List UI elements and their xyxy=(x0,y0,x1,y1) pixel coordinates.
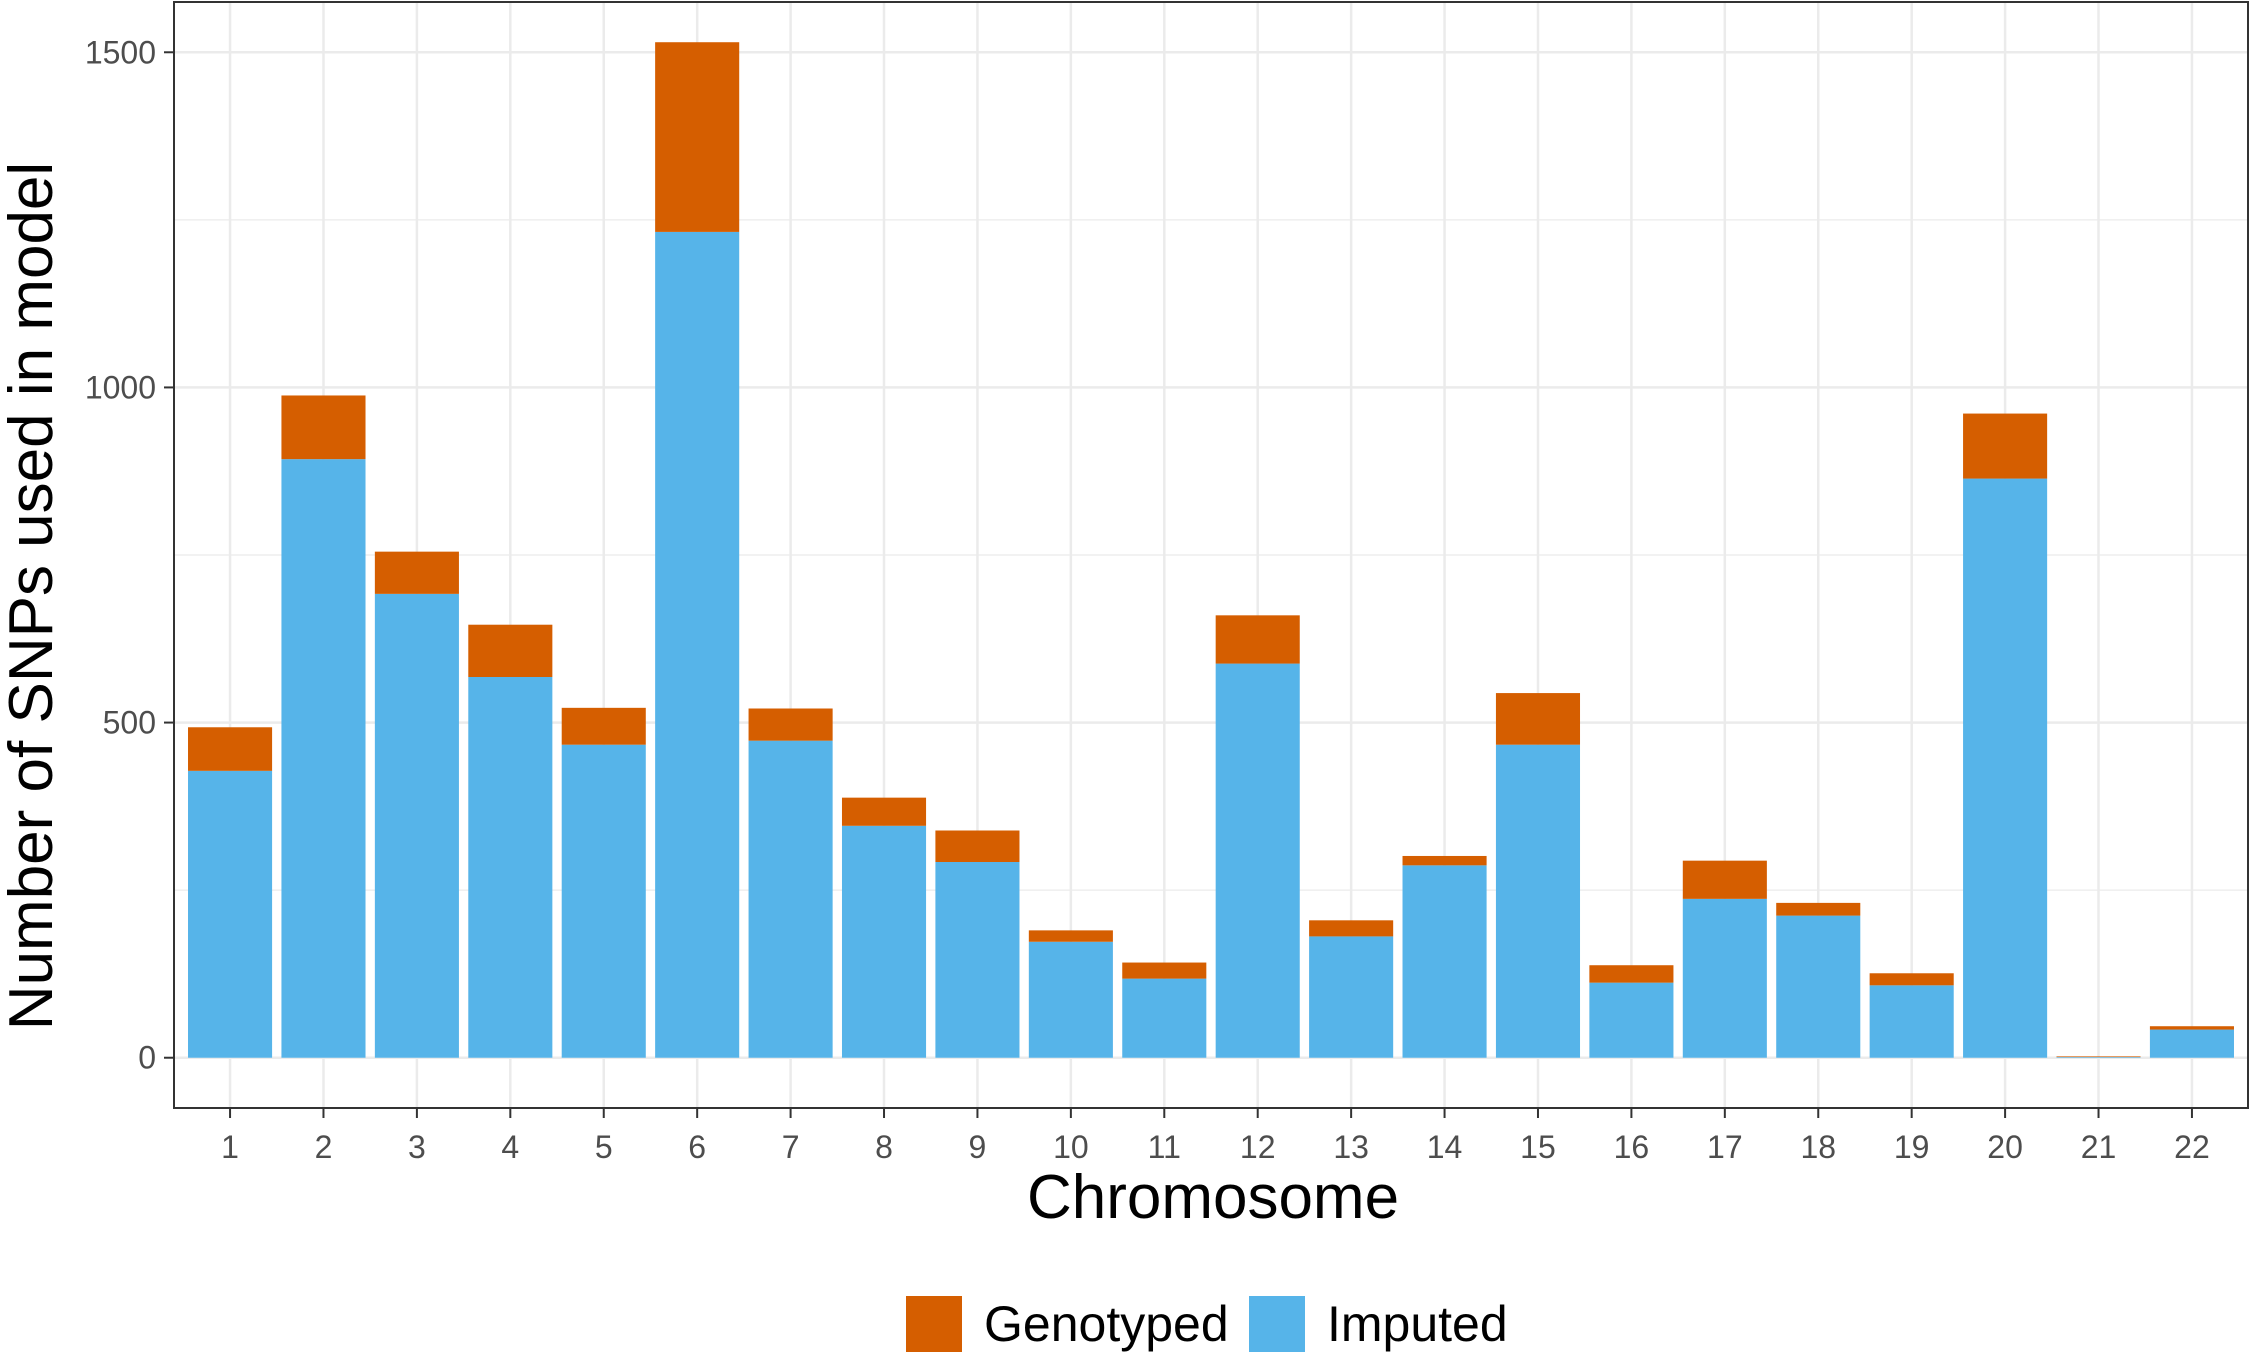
bar-imputed-chr-10 xyxy=(1028,941,1113,1058)
x-tick-label: 3 xyxy=(408,1129,426,1165)
x-tick-label: 22 xyxy=(2174,1129,2210,1165)
x-tick-label: 1 xyxy=(221,1129,239,1165)
bar-imputed-chr-21 xyxy=(2056,1057,2141,1058)
bar-genotyped-chr-20 xyxy=(1963,413,2048,479)
bar-genotyped-chr-13 xyxy=(1309,920,1394,937)
bar-imputed-chr-19 xyxy=(1869,985,1954,1058)
x-tick-label: 5 xyxy=(595,1129,613,1165)
bar-imputed-chr-16 xyxy=(1589,982,1674,1058)
x-tick-label: 20 xyxy=(1987,1129,2023,1165)
bar-genotyped-chr-1 xyxy=(188,727,273,771)
x-tick-label: 4 xyxy=(501,1129,519,1165)
bar-genotyped-chr-22 xyxy=(2149,1026,2234,1030)
bars xyxy=(188,42,2234,1058)
bar-imputed-chr-1 xyxy=(188,770,273,1058)
bar-imputed-chr-14 xyxy=(1402,865,1487,1058)
panel-border xyxy=(173,1,2249,1109)
bar-imputed-chr-6 xyxy=(655,231,740,1058)
bar-imputed-chr-3 xyxy=(374,593,459,1058)
bar-genotyped-chr-7 xyxy=(748,708,833,741)
y-axis: 0 500 1000 1500 xyxy=(85,34,174,1076)
bar-imputed-chr-13 xyxy=(1309,936,1394,1058)
bar-genotyped-chr-21 xyxy=(2056,1056,2141,1058)
bar-imputed-chr-8 xyxy=(841,825,927,1058)
bar-imputed-chr-11 xyxy=(1122,978,1207,1058)
bar-genotyped-chr-4 xyxy=(468,624,553,677)
bar-genotyped-chr-15 xyxy=(1495,693,1581,745)
bar-imputed-chr-2 xyxy=(281,459,366,1058)
bar-genotyped-chr-17 xyxy=(1682,860,1767,899)
bar-imputed-chr-15 xyxy=(1495,744,1581,1058)
legend-key-imputed xyxy=(1249,1296,1305,1352)
bar-imputed-chr-22 xyxy=(2149,1029,2234,1058)
bar-genotyped-chr-9 xyxy=(935,830,1020,862)
bar-imputed-chr-17 xyxy=(1682,898,1767,1058)
x-tick-label: 13 xyxy=(1333,1129,1369,1165)
x-tick-label: 14 xyxy=(1427,1129,1463,1165)
bar-genotyped-chr-11 xyxy=(1122,962,1207,979)
x-axis: 1 2 3 4 5 6 7 8 9 10 11 12 13 14 15 16 17 18 19 20 21 22 xyxy=(221,1108,2210,1165)
x-tick-label: 9 xyxy=(969,1129,987,1165)
legend-label-genotyped: Genotyped xyxy=(984,1296,1229,1352)
x-tick-label: 2 xyxy=(315,1129,333,1165)
legend: Genotyped Imputed xyxy=(906,1296,1508,1352)
legend-label-imputed: Imputed xyxy=(1327,1296,1508,1352)
x-tick-label: 10 xyxy=(1053,1129,1089,1165)
bar-genotyped-chr-18 xyxy=(1776,902,1861,916)
x-axis-title: Chromosome xyxy=(1027,1163,1399,1232)
bar-genotyped-chr-3 xyxy=(374,551,459,594)
bar-genotyped-chr-12 xyxy=(1215,615,1300,664)
bar-genotyped-chr-19 xyxy=(1869,973,1954,986)
bar-imputed-chr-5 xyxy=(561,744,646,1058)
bar-imputed-chr-18 xyxy=(1776,915,1861,1058)
x-tick-label: 11 xyxy=(1148,1129,1181,1165)
x-tick-label: 8 xyxy=(875,1129,893,1165)
x-tick-label: 19 xyxy=(1894,1129,1930,1165)
bar-imputed-chr-12 xyxy=(1215,663,1300,1058)
x-tick-label: 16 xyxy=(1614,1129,1650,1165)
x-tick-label: 7 xyxy=(782,1129,800,1165)
y-tick-label: 1000 xyxy=(85,369,156,405)
legend-key-genotyped xyxy=(906,1296,962,1352)
y-tick-label: 1500 xyxy=(85,34,156,70)
bar-genotyped-chr-6 xyxy=(655,42,740,232)
bar-imputed-chr-20 xyxy=(1963,478,2048,1058)
x-tick-label: 6 xyxy=(688,1129,706,1165)
bar-genotyped-chr-5 xyxy=(561,707,646,745)
bar-genotyped-chr-10 xyxy=(1028,930,1113,942)
x-tick-label: 21 xyxy=(2081,1129,2117,1165)
y-tick-label: 500 xyxy=(103,705,156,741)
x-tick-label: 17 xyxy=(1707,1129,1743,1165)
y-tick-label: 0 xyxy=(138,1040,156,1076)
x-tick-label: 18 xyxy=(1800,1129,1836,1165)
bar-imputed-chr-9 xyxy=(935,861,1020,1058)
y-axis-title: Number of SNPs used in model xyxy=(0,162,66,1030)
bar-imputed-chr-4 xyxy=(468,676,553,1058)
bar-genotyped-chr-8 xyxy=(841,797,927,826)
bar-genotyped-chr-2 xyxy=(281,395,366,460)
x-tick-label: 12 xyxy=(1240,1129,1276,1165)
bar-imputed-chr-7 xyxy=(748,740,833,1058)
bar-genotyped-chr-14 xyxy=(1402,855,1487,866)
x-tick-label: 15 xyxy=(1520,1129,1556,1165)
bar-genotyped-chr-16 xyxy=(1589,965,1674,983)
